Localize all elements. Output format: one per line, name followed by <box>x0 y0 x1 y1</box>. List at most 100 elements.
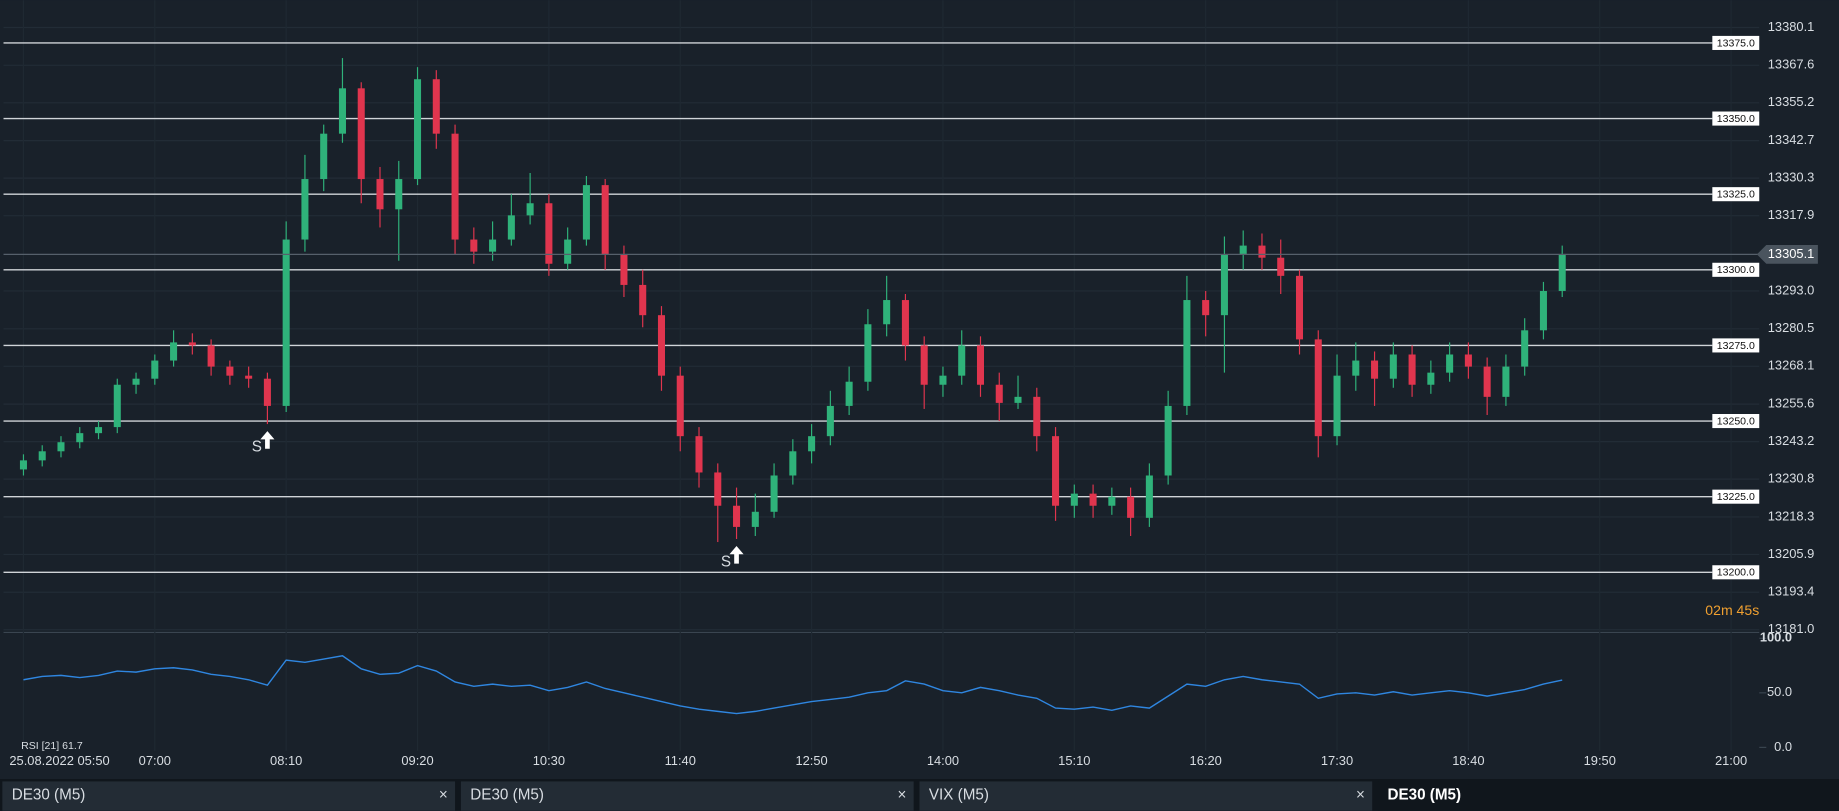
tab[interactable]: VIX (M5) × <box>919 781 1373 811</box>
candle-body <box>357 88 365 180</box>
x-tick-label: 18:40 <box>1452 753 1484 768</box>
candle-body <box>188 342 196 346</box>
y-tick-label: 13330.3 <box>1768 170 1815 185</box>
candle-body <box>1183 300 1191 406</box>
x-tick-label: 08:10 <box>270 753 302 768</box>
candle-body <box>113 384 121 428</box>
candle-body <box>1127 496 1135 518</box>
candle-body <box>1220 254 1228 316</box>
candle-body <box>1145 475 1153 518</box>
level-tag <box>1712 262 1760 277</box>
level-label: 13350.0 <box>1717 113 1755 125</box>
candle-body <box>639 284 647 316</box>
tab-close[interactable]: × <box>897 786 906 803</box>
candle-body <box>1089 493 1097 506</box>
candle-body <box>1446 354 1454 373</box>
candle-body <box>301 179 309 240</box>
candle-body <box>526 203 534 216</box>
candle-body <box>1502 366 1510 397</box>
y-tick-label: 13230.8 <box>1768 471 1815 486</box>
x-tick-label: 25.08.2022 05:50 <box>9 753 109 768</box>
candle-body <box>1521 330 1529 367</box>
candle-body <box>282 239 290 406</box>
candle-body <box>1371 360 1379 379</box>
y-tick-label: 13268.1 <box>1768 358 1815 373</box>
level-label: 13325.0 <box>1717 189 1755 201</box>
candle-body <box>1052 436 1060 506</box>
rsi-line <box>23 655 1563 715</box>
y-tick-label: 13342.7 <box>1768 132 1815 147</box>
candle-body <box>1333 375 1341 437</box>
x-tick-label: 17:30 <box>1321 753 1353 768</box>
tab-close[interactable]: × <box>439 786 448 803</box>
y-tick-label: 13205.9 <box>1768 546 1815 561</box>
tab-title: DE30 (M5) <box>12 786 86 803</box>
x-tick-label: 09:20 <box>401 753 433 768</box>
rsi-value: 61.7 <box>62 740 83 752</box>
candle-body <box>470 239 478 252</box>
y-tick-label: 13380.1 <box>1768 19 1815 34</box>
tab[interactable]: DE30 (M5) × <box>2 781 456 811</box>
candle-body <box>1389 354 1397 379</box>
candle-body <box>1202 300 1210 316</box>
y-tick-label: 13218.3 <box>1768 508 1815 523</box>
candle-body <box>1239 245 1247 255</box>
tab[interactable]: DE30 (M5) × <box>460 781 914 811</box>
tab-title: DE30 (M5) <box>470 786 544 803</box>
candle-body <box>601 185 609 255</box>
candle-body <box>676 375 684 437</box>
candle-body <box>751 511 759 527</box>
candle-body <box>845 381 853 406</box>
candle-body <box>226 366 234 376</box>
y-tick-label: 13255.6 <box>1768 396 1815 411</box>
candle-body <box>38 451 46 461</box>
tab-close[interactable]: × <box>1356 786 1365 803</box>
candle-body <box>714 472 722 506</box>
level-label: 13375.0 <box>1717 37 1755 49</box>
candle-body <box>545 203 553 264</box>
candle-body <box>883 300 891 325</box>
x-tick-label: 14:00 <box>927 753 959 768</box>
candle-body <box>920 345 928 385</box>
tab-title: DE30 (M5) <box>1387 786 1461 803</box>
signal-arrow <box>729 546 744 564</box>
signal-label: S <box>721 554 731 571</box>
candle-body <box>507 215 515 240</box>
y-tick-label: 13355.2 <box>1768 94 1815 109</box>
level-tag <box>1712 565 1760 580</box>
candle-body <box>132 378 140 385</box>
candle-body <box>1014 396 1022 403</box>
rsi-tick-label: 100.0 <box>1760 630 1792 645</box>
rsi-label: RSI [21] 61.7 <box>21 740 83 752</box>
candle-body <box>958 345 966 376</box>
tab[interactable]: DE30 (M5) <box>1378 781 1831 811</box>
countdown: 02m 45s <box>1705 602 1759 618</box>
candle-body <box>1164 405 1172 476</box>
level-label: 13300.0 <box>1717 264 1755 276</box>
candle-body <box>414 79 422 180</box>
candle-body <box>564 239 572 264</box>
tab-background <box>2 781 456 811</box>
tab-background <box>1378 781 1831 811</box>
candle-body <box>1070 493 1078 506</box>
level-tag <box>1712 111 1760 126</box>
x-tick-label: 07:00 <box>139 753 171 768</box>
candle-body <box>57 442 65 452</box>
candle-body <box>789 451 797 476</box>
candle-body <box>1464 354 1472 367</box>
candle-body <box>1033 396 1041 437</box>
candle-body <box>320 133 328 180</box>
candle-body <box>207 345 215 367</box>
candle-body <box>695 436 703 473</box>
candle-body <box>582 185 590 240</box>
level-tag <box>1712 414 1760 429</box>
level-label: 13225.0 <box>1717 491 1755 503</box>
candle-body <box>1427 372 1435 385</box>
candle-body <box>1277 257 1285 276</box>
y-tick-label: 13367.6 <box>1768 57 1815 72</box>
level-tag <box>1712 35 1760 50</box>
rsi-name: RSI [21] <box>21 740 59 752</box>
candle-body <box>76 433 84 443</box>
candle-body <box>901 300 909 346</box>
